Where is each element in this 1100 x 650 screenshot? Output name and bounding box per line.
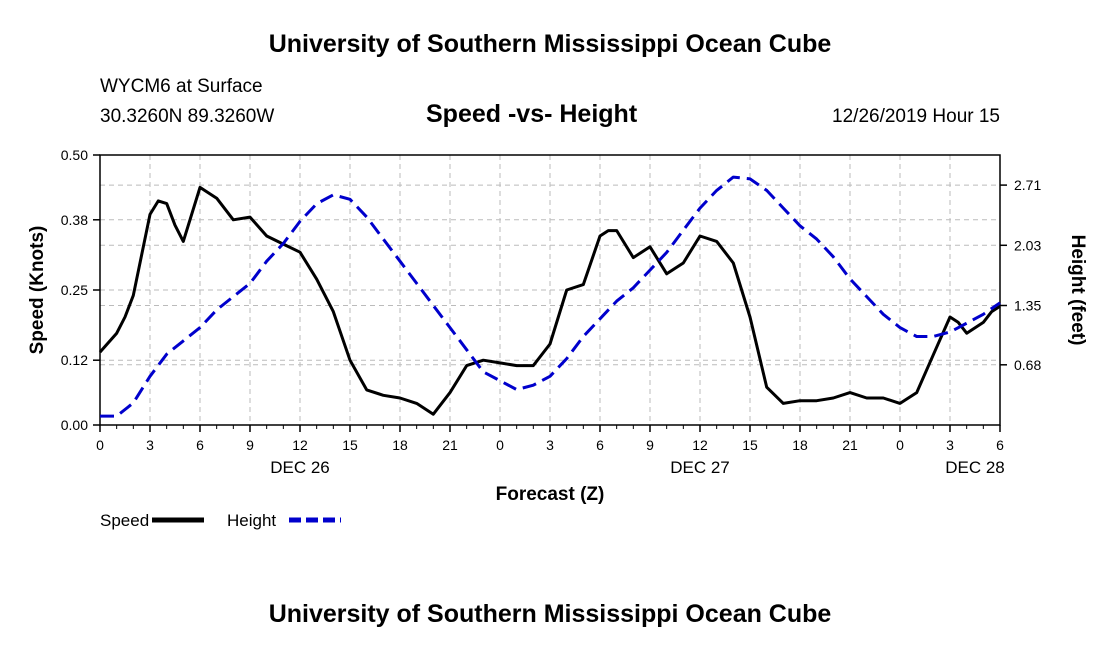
station-name: WYCM6 at Surface	[100, 76, 263, 97]
legend-label-height: Height	[227, 511, 276, 530]
x-tick-label: 6	[196, 437, 204, 453]
y-tick-label-left: 0.38	[61, 212, 88, 228]
day-label: DEC 26	[270, 458, 330, 477]
y-tick-label-left: 0.25	[61, 282, 88, 298]
page-title: University of Southern Mississippi Ocean…	[268, 30, 832, 58]
chart-title: Speed -vs- Height	[426, 100, 638, 128]
x-tick-label: 3	[546, 437, 554, 453]
y-axis-title-left: Speed (Knots)	[27, 226, 48, 355]
x-tick-label: 3	[946, 437, 954, 453]
x-tick-label: 0	[96, 437, 104, 453]
series-layer	[98, 175, 1001, 418]
y-tick-label-right: 2.71	[1014, 177, 1041, 193]
y-tick-label-right: 0.68	[1014, 357, 1041, 373]
x-tick-label: 6	[596, 437, 604, 453]
x-tick-label: 3	[146, 437, 154, 453]
y-tick-label-right: 2.03	[1014, 237, 1041, 253]
y-tick-label-left: 0.50	[61, 147, 88, 163]
labels-layer: 0 3 6 9 12 15 18 21 0 3 6 9 12 15 18 21 0 3 6 DEC 26 DEC 27 D…	[27, 147, 1088, 505]
x-tick-label: 9	[646, 437, 654, 453]
legend-label-speed: Speed	[100, 511, 149, 530]
x-tick-label: 21	[842, 437, 858, 453]
day-label: DEC 28	[945, 458, 1005, 477]
y-tick-label-right: 1.35	[1014, 297, 1041, 313]
x-tick-label: 18	[792, 437, 808, 453]
x-tick-label: 9	[246, 437, 254, 453]
chart-legend: Speed Height	[100, 511, 341, 530]
x-tick-label: 12	[292, 437, 308, 453]
x-tick-label: 18	[392, 437, 408, 453]
x-tick-label: 0	[896, 437, 904, 453]
y-axis-title-right: Height (feet)	[1067, 235, 1088, 346]
y-tick-label-left: 0.00	[61, 417, 88, 433]
chart-date-hour: 12/26/2019 Hour 15	[832, 106, 1000, 127]
grid-layer	[100, 155, 1000, 425]
y-tick-label-left: 0.12	[61, 352, 88, 368]
x-tick-label: 12	[692, 437, 708, 453]
series-line-height	[100, 175, 1001, 418]
x-tick-label: 15	[342, 437, 358, 453]
x-tick-label: 15	[742, 437, 758, 453]
station-coordinates: 30.3260N 89.3260W	[100, 106, 275, 127]
x-tick-label: 0	[496, 437, 504, 453]
axes-layer	[93, 154, 1007, 432]
footer-title: University of Southern Mississippi Ocean…	[268, 600, 832, 628]
series-line-speed	[98, 185, 1001, 416]
x-axis-title: Forecast (Z)	[496, 484, 605, 505]
x-tick-label: 6	[996, 437, 1004, 453]
day-label: DEC 27	[670, 458, 730, 477]
x-tick-label: 21	[442, 437, 458, 453]
